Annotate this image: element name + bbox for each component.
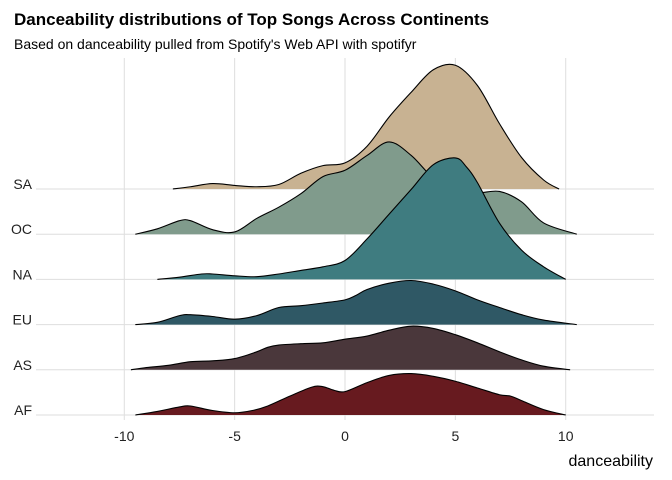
x-tick-label: 10 — [558, 428, 574, 444]
x-tick-label: -5 — [228, 428, 241, 444]
category-label-na: NA — [13, 266, 33, 282]
x-axis-label: danceability — [569, 453, 654, 470]
ridge-line-sa — [172, 63, 560, 190]
category-label-as: AS — [13, 357, 32, 373]
ridge-line-af — [135, 373, 566, 416]
ridges — [130, 63, 577, 416]
ridge-line-as — [130, 325, 571, 371]
chart-subtitle: Based on danceability pulled from Spotif… — [14, 36, 417, 52]
x-tick-label: 5 — [451, 428, 459, 444]
category-label-sa: SA — [13, 176, 32, 192]
category-label-eu: EU — [13, 312, 32, 328]
x-tick-label: -10 — [114, 428, 134, 444]
ridge-line-eu — [135, 279, 577, 326]
ridge-fill-af — [135, 373, 566, 415]
category-labels: AF AS EU NA OC SA — [11, 176, 33, 418]
ridge-fill-sa — [172, 64, 560, 189]
ridge-fill-eu — [135, 280, 577, 325]
ridge-fill-na — [157, 157, 566, 280]
category-label-af: AF — [14, 402, 32, 418]
category-label-oc: OC — [11, 221, 32, 237]
x-tick-labels: -10 -5 0 5 10 — [114, 428, 574, 444]
chart-title: Danceability distributions of Top Songs … — [14, 10, 489, 29]
ridge-fill-as — [130, 326, 571, 370]
x-tick-label: 0 — [341, 428, 349, 444]
ridge-line-na — [157, 157, 566, 280]
ridge-line-oc — [135, 141, 577, 235]
